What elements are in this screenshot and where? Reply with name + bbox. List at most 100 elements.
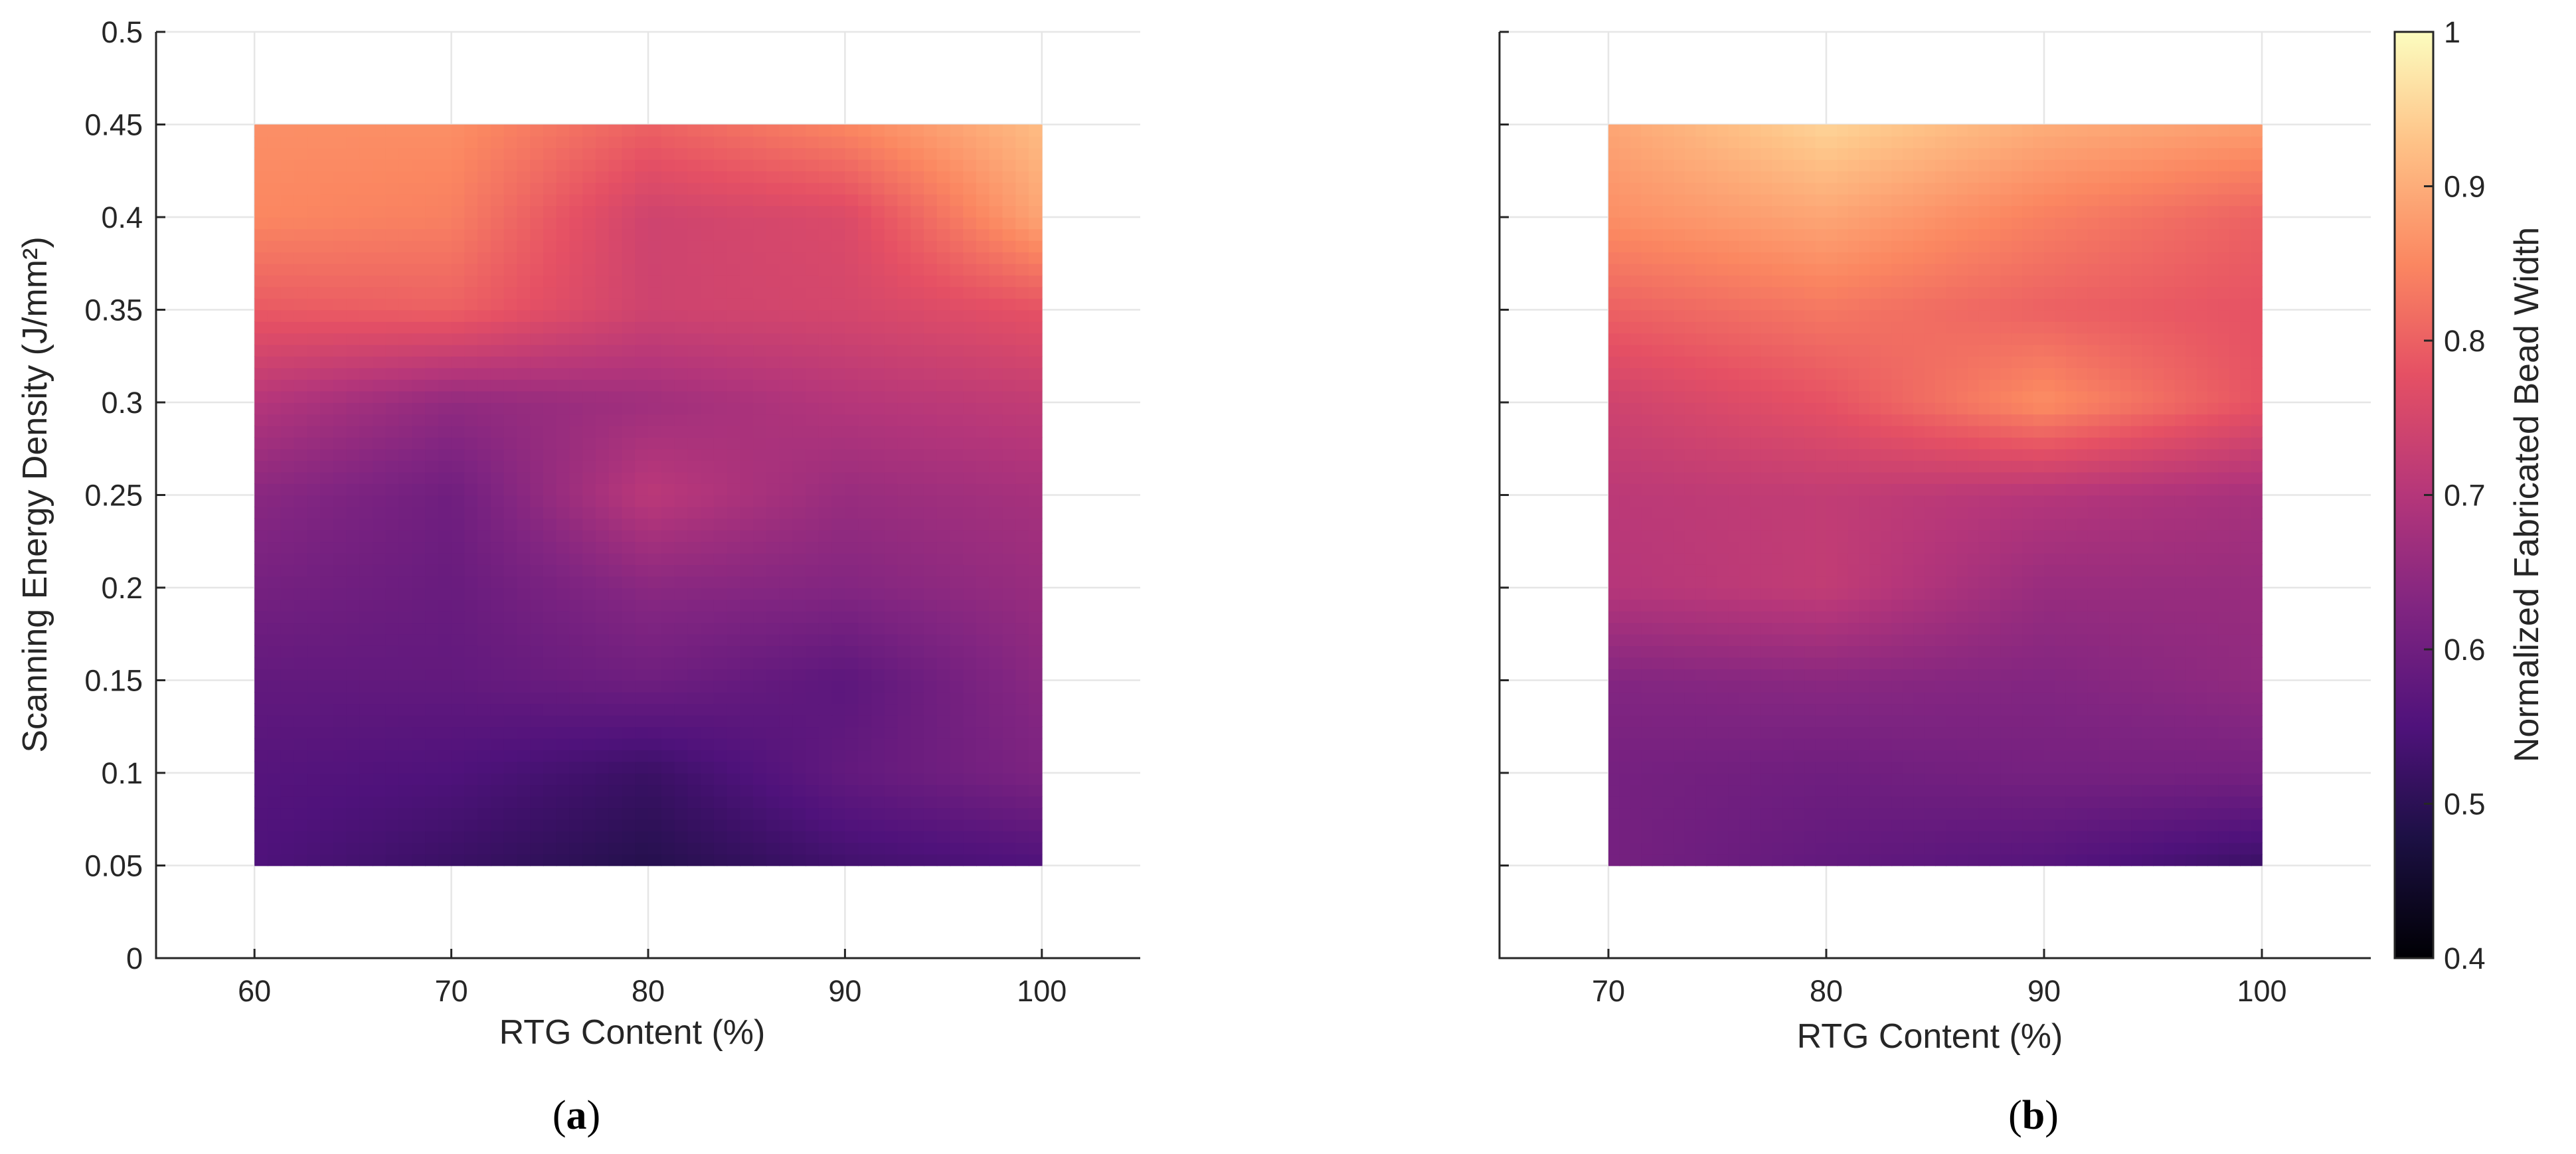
heatmap-cell [2109, 691, 2121, 704]
heatmap-cell [385, 807, 400, 820]
heatmap-cell [556, 471, 570, 484]
heatmap-cell [713, 135, 728, 149]
heatmap-cell [438, 610, 452, 623]
heatmap-cell [490, 680, 505, 693]
heatmap-cell [1826, 714, 1838, 728]
heatmap-cell [517, 425, 531, 438]
heatmap-cell [1695, 773, 1707, 785]
heatmap-cell [490, 194, 505, 206]
heatmap-cell [2011, 657, 2023, 669]
heatmap-cell [280, 182, 295, 195]
heatmap-cell [320, 552, 334, 565]
heatmap-cell [1826, 750, 1838, 762]
heatmap-cell [727, 379, 741, 392]
heatmap-cell [556, 680, 570, 693]
heatmap-cell [385, 205, 400, 218]
heatmap-cell [333, 714, 347, 728]
heatmap-cell [1968, 738, 1980, 750]
heatmap-cell [556, 356, 570, 369]
heatmap-cell [2174, 714, 2186, 728]
heatmap-cell [582, 483, 596, 496]
heatmap-cell [648, 819, 662, 831]
heatmap-cell [1652, 807, 1664, 820]
heatmap-cell [622, 228, 636, 241]
heatmap-cell [897, 795, 911, 809]
heatmap-cell [897, 194, 911, 206]
heatmap-cell [963, 367, 977, 380]
heatmap-cell [2109, 669, 2121, 681]
heatmap-cell [936, 645, 951, 658]
heatmap-cell [1674, 842, 1685, 855]
heatmap-cell [346, 356, 361, 369]
heatmap-cell [831, 588, 846, 600]
heatmap-cell [1015, 333, 1029, 345]
heatmap-cell [359, 402, 373, 415]
heatmap-cell [254, 842, 268, 855]
heatmap-cell [1815, 714, 1827, 728]
heatmap-cell [897, 599, 911, 612]
heatmap-cell [2077, 854, 2089, 866]
heatmap-cell [530, 321, 544, 334]
heatmap-cell [320, 831, 334, 843]
heatmap-cell [976, 831, 990, 843]
heatmap-cell [373, 321, 386, 334]
heatmap-cell [2044, 819, 2056, 831]
heatmap-cell [267, 344, 282, 357]
heatmap-cell [936, 425, 951, 438]
heatmap-cell [976, 854, 990, 866]
heatmap-cell [517, 194, 531, 206]
heatmap-cell [884, 784, 899, 797]
heatmap-cell [740, 402, 754, 415]
heatmap-cell [2120, 657, 2132, 669]
heatmap-cell [267, 275, 282, 288]
heatmap-cell [845, 252, 859, 264]
heatmap-cell [333, 344, 347, 357]
heatmap-cell [766, 263, 780, 276]
heatmap-cell [1956, 831, 1968, 843]
heatmap-cell [1002, 321, 1017, 334]
heatmap-cell [582, 680, 596, 693]
heatmap-cell [818, 414, 833, 426]
heatmap-cell [687, 784, 701, 797]
heatmap-cell [818, 645, 833, 658]
heatmap-cell [622, 588, 636, 600]
heatmap-cell [1674, 854, 1685, 866]
heatmap-cell [595, 263, 610, 276]
heatmap-cell [687, 471, 701, 484]
heatmap-cell [530, 831, 544, 843]
heatmap-cell [831, 135, 846, 149]
heatmap-cell [713, 217, 728, 230]
heatmap-cell [254, 171, 268, 183]
heatmap-cell [976, 633, 990, 646]
heatmap-cell [2218, 738, 2230, 750]
heatmap-cell [1029, 552, 1043, 565]
heatmap-cell [294, 773, 308, 785]
heatmap-cell [595, 379, 610, 392]
heatmap-cell [490, 541, 505, 554]
heatmap-cell [963, 217, 977, 230]
heatmap-cell [950, 784, 964, 797]
heatmap-cell [294, 795, 308, 809]
heatmap-cell [1760, 784, 1772, 797]
heatmap-cell [2164, 842, 2176, 855]
heatmap-cell [622, 321, 636, 334]
heatmap-cell [753, 252, 767, 264]
heatmap-cell [373, 669, 386, 681]
heatmap-cell [1804, 750, 1816, 762]
heatmap-cell [648, 610, 662, 623]
heatmap-cell [307, 460, 321, 473]
heatmap-cell [923, 402, 938, 415]
heatmap-cell [897, 495, 911, 507]
heatmap-cell [517, 541, 531, 554]
heatmap-cell [2120, 726, 2132, 739]
heatmap-cell [1002, 761, 1017, 774]
heatmap-cell [530, 135, 544, 149]
heatmap-cell [989, 437, 1003, 450]
heatmap-cell [845, 205, 859, 218]
heatmap-cell [320, 286, 334, 299]
heatmap-cell [635, 263, 649, 276]
heatmap-cell [622, 425, 636, 438]
heatmap-cell [923, 807, 938, 820]
heatmap-cell [2022, 750, 2034, 762]
heatmap-cell [582, 425, 596, 438]
